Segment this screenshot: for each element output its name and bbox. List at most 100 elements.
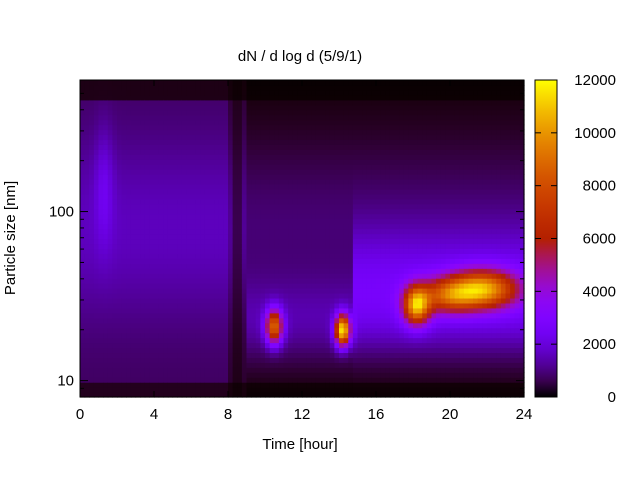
heatmap-cell bbox=[195, 302, 201, 309]
heatmap-cell bbox=[103, 164, 109, 170]
heatmap-cell bbox=[403, 327, 409, 334]
heatmap-cell bbox=[255, 149, 261, 155]
heatmap-cell bbox=[112, 387, 118, 393]
heatmap-cell bbox=[214, 357, 220, 363]
heatmap-cell bbox=[209, 307, 215, 314]
heatmap-cell bbox=[288, 114, 294, 121]
heatmap-cell bbox=[172, 149, 178, 155]
heatmap-cell bbox=[195, 144, 201, 150]
heatmap-cell bbox=[246, 104, 252, 111]
heatmap-cell bbox=[403, 154, 409, 160]
heatmap-cell bbox=[274, 292, 280, 299]
heatmap-cell bbox=[149, 104, 155, 111]
heatmap-cell bbox=[329, 119, 335, 126]
heatmap-cell bbox=[241, 278, 248, 284]
heatmap-cell bbox=[246, 84, 252, 91]
heatmap-cell bbox=[200, 228, 206, 235]
heatmap-cell bbox=[255, 243, 261, 249]
heatmap-cell bbox=[209, 188, 215, 195]
heatmap-cell bbox=[80, 248, 86, 254]
heatmap-cell bbox=[214, 342, 220, 349]
heatmap-cell bbox=[362, 104, 368, 111]
heatmap-cell bbox=[246, 238, 252, 245]
heatmap-cell bbox=[93, 169, 100, 175]
heatmap-cell bbox=[422, 268, 428, 274]
heatmap-cell bbox=[362, 124, 368, 131]
heatmap-cell bbox=[209, 273, 215, 279]
heatmap-cell bbox=[339, 392, 345, 398]
heatmap-cell bbox=[181, 337, 187, 344]
heatmap-cell bbox=[278, 139, 285, 145]
heatmap-cell bbox=[292, 248, 298, 254]
heatmap-cell bbox=[232, 144, 238, 150]
heatmap-cell bbox=[232, 99, 238, 106]
heatmap-cell bbox=[417, 114, 423, 121]
heatmap-cell bbox=[140, 347, 146, 354]
heatmap-cell bbox=[366, 347, 372, 354]
heatmap-cell bbox=[103, 337, 109, 344]
heatmap-cell bbox=[260, 169, 266, 175]
heatmap-cell bbox=[144, 188, 150, 195]
heatmap-cell bbox=[135, 80, 141, 86]
heatmap-cell bbox=[278, 233, 285, 240]
heatmap-cell bbox=[339, 139, 345, 145]
heatmap-cell bbox=[394, 288, 400, 294]
heatmap-cell bbox=[426, 188, 433, 195]
heatmap-cell bbox=[158, 80, 164, 86]
heatmap-cell bbox=[260, 193, 266, 200]
heatmap-cell bbox=[348, 159, 354, 165]
heatmap-cell bbox=[352, 104, 359, 111]
heatmap-cell bbox=[246, 154, 252, 160]
heatmap-cell bbox=[302, 317, 308, 324]
heatmap-cell bbox=[302, 104, 308, 111]
heatmap-cell bbox=[380, 337, 386, 344]
heatmap-cell bbox=[121, 109, 127, 116]
heatmap-cell bbox=[218, 367, 224, 373]
heatmap-cell bbox=[325, 297, 331, 304]
heatmap-cell bbox=[232, 208, 238, 215]
heatmap-cell bbox=[241, 372, 248, 378]
heatmap-cell bbox=[80, 302, 86, 309]
heatmap-cell bbox=[121, 89, 127, 96]
heatmap-cell bbox=[98, 367, 104, 373]
heatmap-cell bbox=[283, 104, 289, 111]
heatmap-cell bbox=[292, 149, 298, 155]
heatmap-cell bbox=[172, 258, 178, 264]
heatmap-cell bbox=[237, 164, 243, 170]
heatmap-cell bbox=[181, 273, 187, 279]
heatmap-cell bbox=[241, 188, 248, 195]
heatmap-cell bbox=[163, 99, 169, 106]
heatmap-cell bbox=[149, 164, 155, 170]
heatmap-cell bbox=[343, 317, 349, 324]
heatmap-cell bbox=[177, 134, 183, 141]
heatmap-cell bbox=[431, 114, 437, 121]
heatmap-cell bbox=[140, 268, 146, 274]
heatmap-cell bbox=[366, 382, 372, 388]
heatmap-cell bbox=[329, 144, 335, 150]
heatmap-cell bbox=[292, 203, 298, 210]
heatmap-cell bbox=[255, 124, 261, 131]
heatmap-cell bbox=[237, 109, 243, 116]
heatmap-cell bbox=[241, 258, 248, 264]
heatmap-cell bbox=[177, 198, 183, 205]
heatmap-cell bbox=[89, 80, 95, 86]
heatmap-cell bbox=[140, 307, 146, 314]
heatmap-cell bbox=[218, 332, 224, 339]
heatmap-cell bbox=[306, 288, 312, 294]
heatmap-cell bbox=[343, 169, 349, 175]
heatmap-cell bbox=[186, 193, 192, 200]
heatmap-cell bbox=[191, 372, 197, 378]
heatmap-cell bbox=[269, 297, 275, 304]
heatmap-cell bbox=[334, 312, 340, 319]
heatmap-cell bbox=[436, 238, 442, 245]
heatmap-cell bbox=[278, 208, 285, 215]
heatmap-cell bbox=[403, 124, 409, 131]
heatmap-cell bbox=[292, 367, 298, 373]
heatmap-cell bbox=[144, 114, 150, 121]
heatmap-cell bbox=[241, 149, 248, 155]
heatmap-cell bbox=[413, 292, 419, 299]
heatmap-cell bbox=[380, 377, 386, 383]
heatmap-cell bbox=[278, 89, 285, 96]
heatmap-cell bbox=[107, 129, 113, 136]
heatmap-cell bbox=[376, 193, 382, 200]
